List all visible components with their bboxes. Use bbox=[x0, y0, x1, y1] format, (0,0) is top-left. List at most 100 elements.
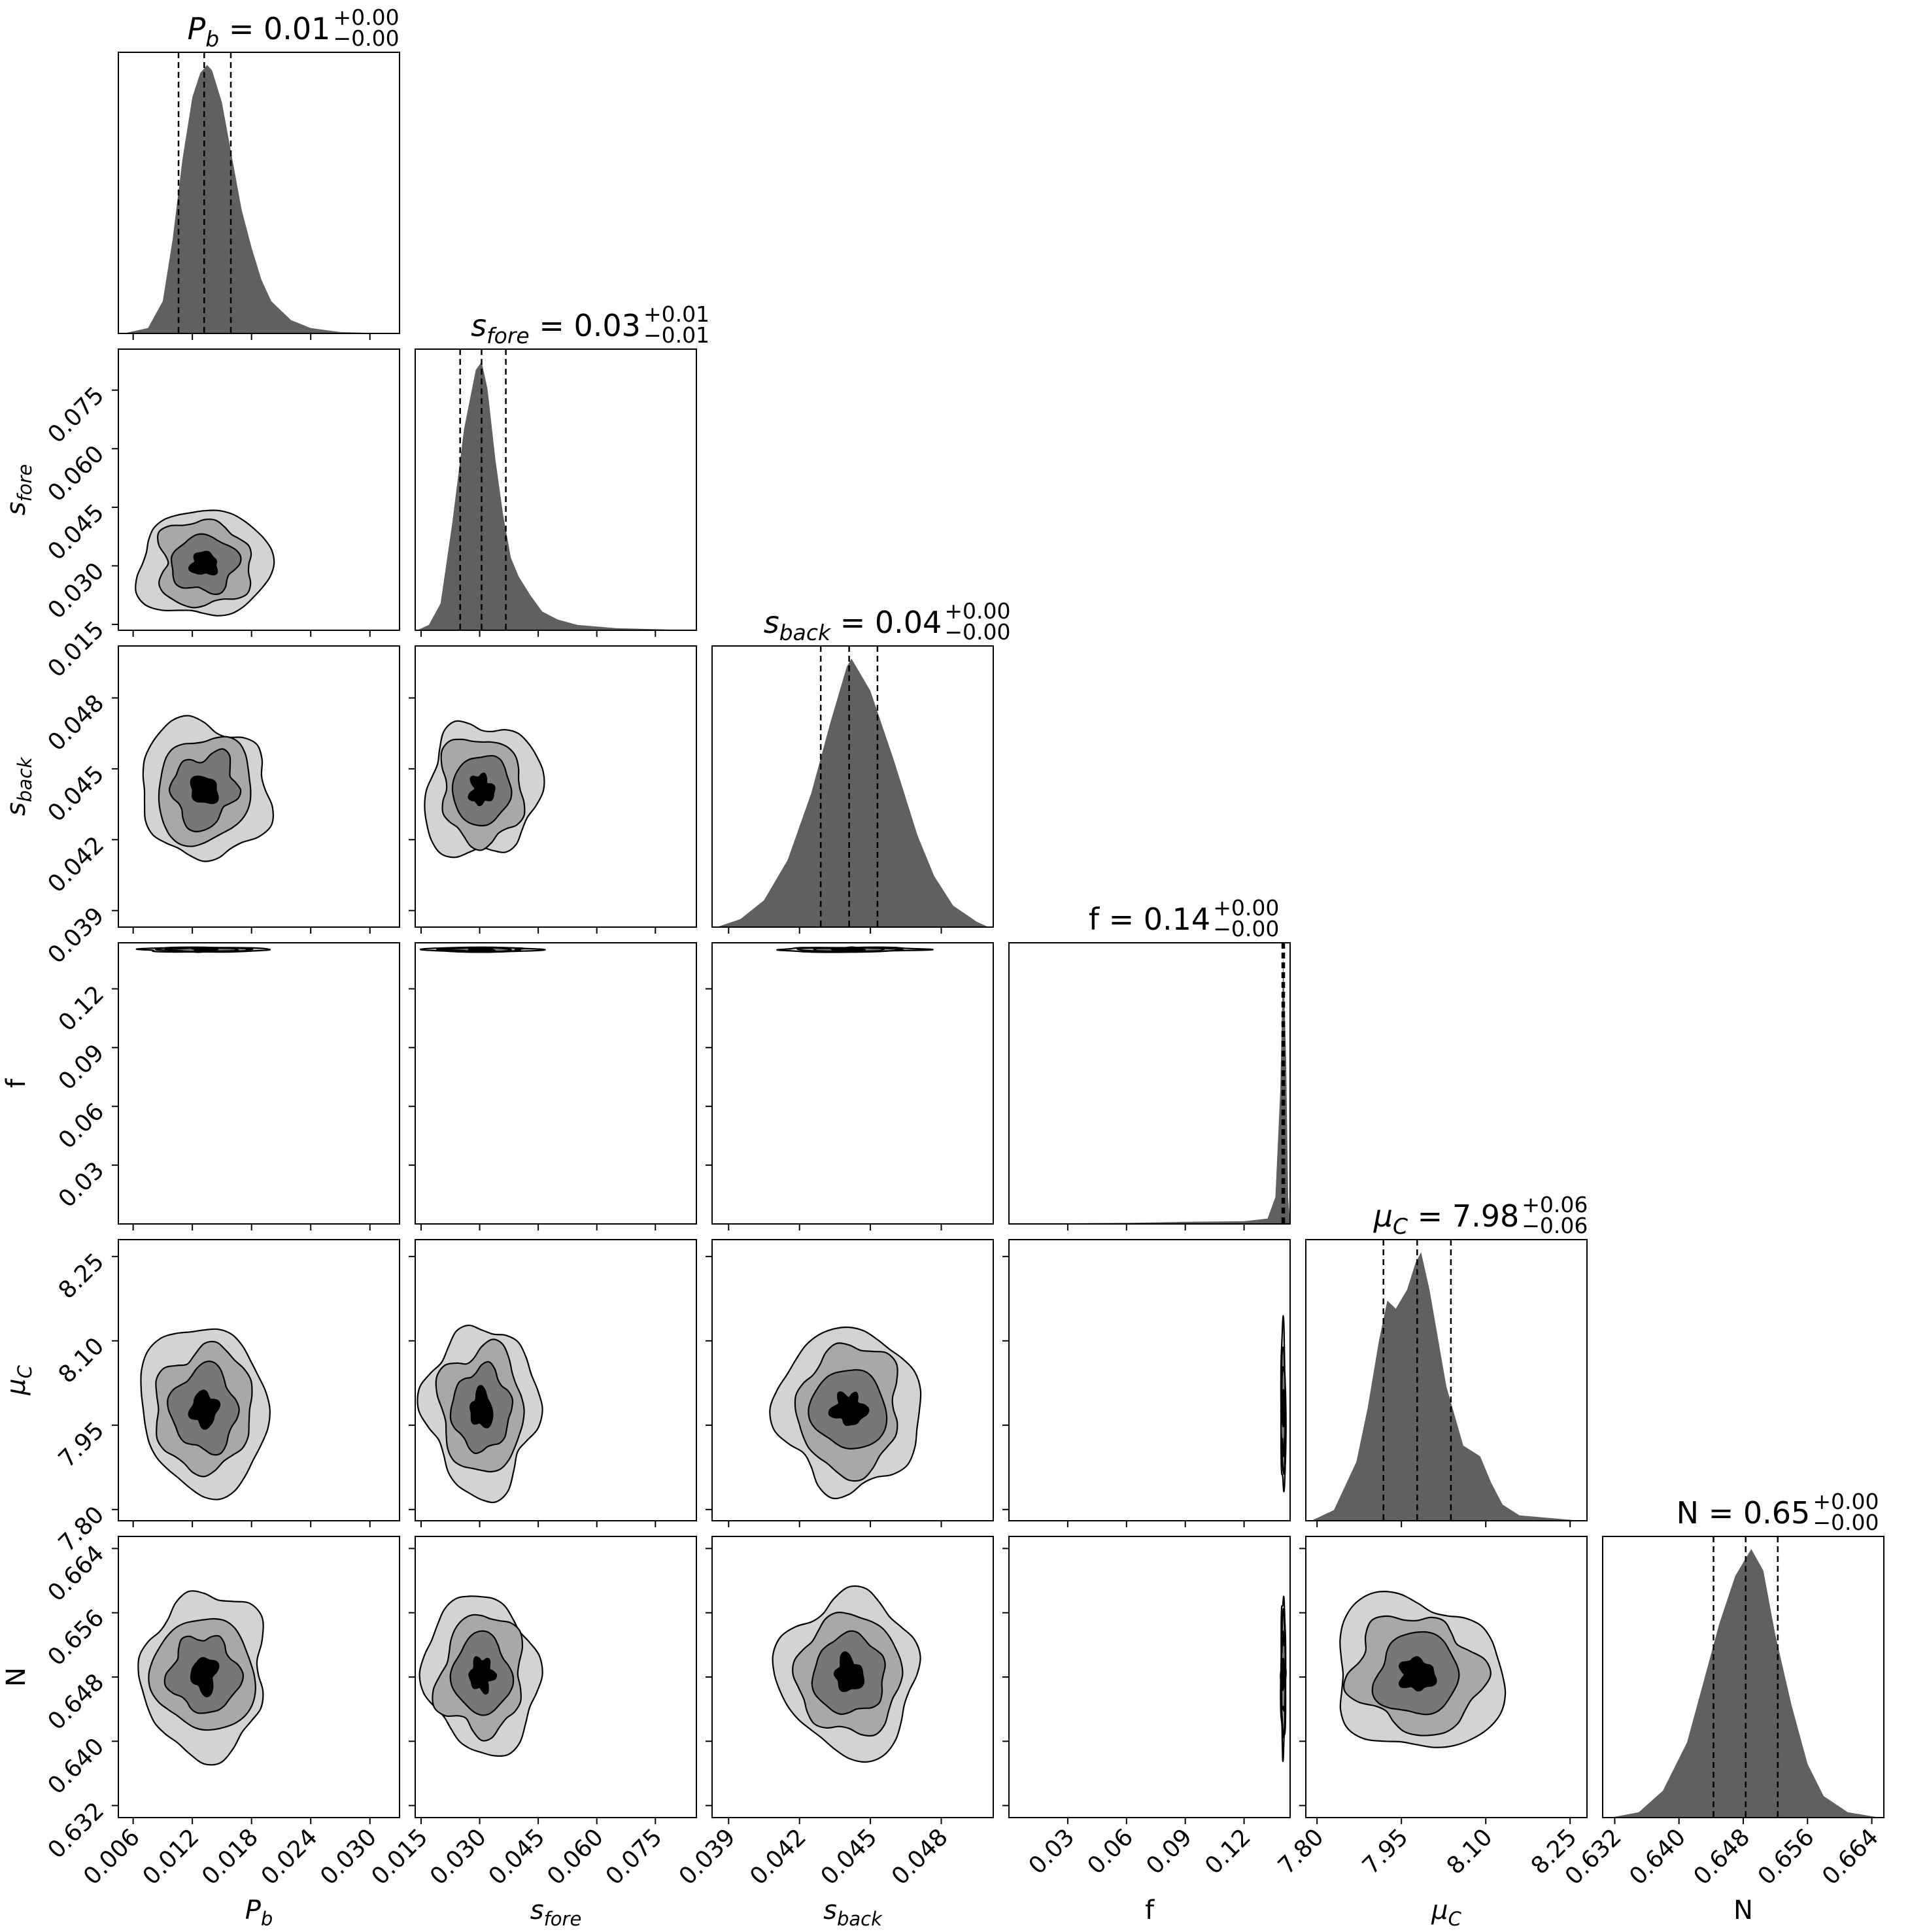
contours-sfore-vs-Pb bbox=[135, 509, 275, 617]
x-tick-label-sback: 0.039 bbox=[674, 1823, 741, 1890]
contour-level-4 bbox=[190, 946, 218, 953]
x-tick-label-Pb: 0.024 bbox=[256, 1823, 323, 1890]
y-axis-label-sback: sback bbox=[1, 756, 36, 816]
panel-frame bbox=[415, 942, 697, 1225]
panel-frame bbox=[415, 348, 697, 631]
x-tick-label-N: 0.640 bbox=[1624, 1823, 1691, 1890]
panel-frame bbox=[711, 942, 994, 1225]
x-tick-label-sfore: 0.015 bbox=[366, 1823, 433, 1890]
title-sback: sback = 0.04 bbox=[764, 605, 942, 645]
contours-muC-vs-sfore bbox=[417, 1324, 543, 1504]
title-plus-sfore: +0.01 bbox=[643, 301, 709, 327]
x-tick-label-Pb: 0.012 bbox=[138, 1823, 205, 1890]
x-tick-label-f: 0.12 bbox=[1200, 1823, 1256, 1880]
title-sfore: sfore = 0.03 bbox=[471, 308, 641, 348]
histogram-Pb bbox=[123, 65, 390, 333]
y-tick-label-f: 0.12 bbox=[54, 981, 110, 1037]
contours-N-vs-f bbox=[1280, 1595, 1287, 1763]
x-tick-label-sfore: 0.060 bbox=[542, 1823, 609, 1890]
x-tick-label-N: 0.656 bbox=[1753, 1823, 1820, 1890]
title-Pb: Pb = 0.01 bbox=[188, 11, 331, 52]
y-axis-label-f: f bbox=[1, 1078, 31, 1088]
title-plus-N: +0.00 bbox=[1813, 1489, 1879, 1514]
panel-frame bbox=[1008, 1536, 1291, 1818]
panel-frame bbox=[1008, 1239, 1291, 1521]
panel-frame bbox=[415, 645, 697, 928]
contour-level-4 bbox=[190, 1657, 220, 1697]
histogram-muC bbox=[1311, 1252, 1582, 1521]
x-axis-label-N: N bbox=[1733, 1895, 1753, 1925]
y-tick-label-muC: 8.10 bbox=[54, 1332, 110, 1389]
y-tick-label-N: 0.656 bbox=[43, 1604, 109, 1671]
histogram-sfore bbox=[417, 362, 694, 630]
contour-level-4 bbox=[468, 947, 496, 953]
title-plus-muC: +0.06 bbox=[1522, 1192, 1588, 1217]
x-axis-label-Pb: Pb bbox=[245, 1895, 273, 1930]
y-tick-label-sfore: 0.045 bbox=[43, 499, 109, 566]
hist-panel-muC: μC = 7.98 +0.06−0.06 bbox=[1305, 1192, 1588, 1527]
y-tick-label-sfore: 0.060 bbox=[43, 441, 109, 507]
contours-sback-vs-sfore bbox=[424, 720, 545, 858]
contour-panel-sback-vs-sfore bbox=[409, 645, 697, 934]
y-axis-label-muC: μC bbox=[1, 1364, 36, 1395]
contours-N-vs-sfore bbox=[418, 1595, 543, 1757]
contour-panel-f-vs-sback bbox=[706, 942, 994, 1230]
y-tick-label-sfore: 0.015 bbox=[43, 616, 109, 683]
x-tick-label-sback: 0.042 bbox=[745, 1823, 811, 1890]
contours-muC-vs-Pb bbox=[140, 1328, 271, 1500]
contour-panel-N-vs-Pb: 0.0060.0120.0180.0240.0300.6320.6400.648… bbox=[43, 1536, 400, 1890]
y-tick-label-f: 0.06 bbox=[54, 1098, 110, 1155]
contours-f-vs-sback bbox=[776, 946, 934, 953]
x-axis-label-muC: μC bbox=[1431, 1895, 1461, 1930]
contours-N-vs-Pb bbox=[137, 1590, 264, 1766]
contours-sback-vs-Pb bbox=[142, 715, 274, 862]
x-axis-label-f: f bbox=[1145, 1895, 1155, 1925]
title-N: N = 0.65 bbox=[1677, 1495, 1811, 1531]
panel-frame bbox=[711, 645, 994, 928]
x-tick-label-f: 0.09 bbox=[1141, 1823, 1197, 1880]
contour-panel-N-vs-sback: 0.039 0.042 0.045 0.048 bbox=[674, 1536, 994, 1890]
title-minus-Pb: −0.00 bbox=[333, 25, 399, 51]
title-plus-f: +0.00 bbox=[1213, 895, 1279, 921]
x-tick-label-sfore: 0.075 bbox=[601, 1823, 668, 1890]
x-tick-label-f: 0.03 bbox=[1024, 1823, 1080, 1880]
panel-frame bbox=[118, 52, 400, 334]
contour-panel-muC-vs-sfore bbox=[409, 1239, 697, 1527]
x-tick-label-Pb: 0.018 bbox=[197, 1823, 264, 1890]
contour-panel-N-vs-muC: 7.80 7.95 8.10 8.25 bbox=[1273, 1536, 1588, 1880]
contour-level-4 bbox=[1398, 1655, 1437, 1692]
y-tick-label-sfore: 0.030 bbox=[43, 558, 109, 624]
panel-frame bbox=[1008, 942, 1291, 1225]
hist-panel-f: f = 0.14 +0.00−0.00 bbox=[1008, 895, 1291, 1230]
contour-level-4 bbox=[468, 772, 496, 807]
x-tick-label-N: 0.664 bbox=[1817, 1823, 1884, 1890]
contour-panel-f-vs-sfore bbox=[409, 942, 697, 1230]
contour-level-4 bbox=[190, 775, 219, 804]
x-tick-label-sback: 0.048 bbox=[887, 1823, 953, 1890]
y-axis-label-sfore: sfore bbox=[1, 464, 36, 516]
contours-muC-vs-sback bbox=[769, 1326, 922, 1500]
title-plus-sback: +0.00 bbox=[944, 598, 1010, 624]
title-f: f = 0.14 bbox=[1089, 902, 1210, 937]
title-minus-N: −0.00 bbox=[1813, 1510, 1879, 1535]
x-tick-label-sfore: 0.045 bbox=[484, 1823, 551, 1890]
contour-level-4 bbox=[188, 551, 218, 576]
contours-muC-vs-f bbox=[1280, 1315, 1287, 1493]
panel-frame bbox=[118, 348, 400, 631]
y-tick-label-sback: 0.048 bbox=[43, 690, 109, 756]
contours-N-vs-muC bbox=[1339, 1591, 1507, 1748]
x-tick-label-Pb: 0.030 bbox=[315, 1823, 382, 1890]
x-axis-label-sfore: sfore bbox=[530, 1895, 582, 1930]
title-minus-muC: −0.06 bbox=[1522, 1213, 1588, 1238]
title-minus-f: −0.00 bbox=[1213, 916, 1279, 941]
y-tick-label-N: 0.648 bbox=[43, 1669, 109, 1735]
histogram-f bbox=[1009, 955, 1290, 1224]
hist-panel-sfore: sfore = 0.03 +0.01−0.01 bbox=[415, 301, 709, 637]
contour-panel-muC-vs-Pb: 7.807.958.108.25 bbox=[54, 1239, 400, 1557]
y-tick-label-sback: 0.039 bbox=[43, 902, 109, 969]
y-tick-label-sback: 0.042 bbox=[43, 832, 109, 898]
